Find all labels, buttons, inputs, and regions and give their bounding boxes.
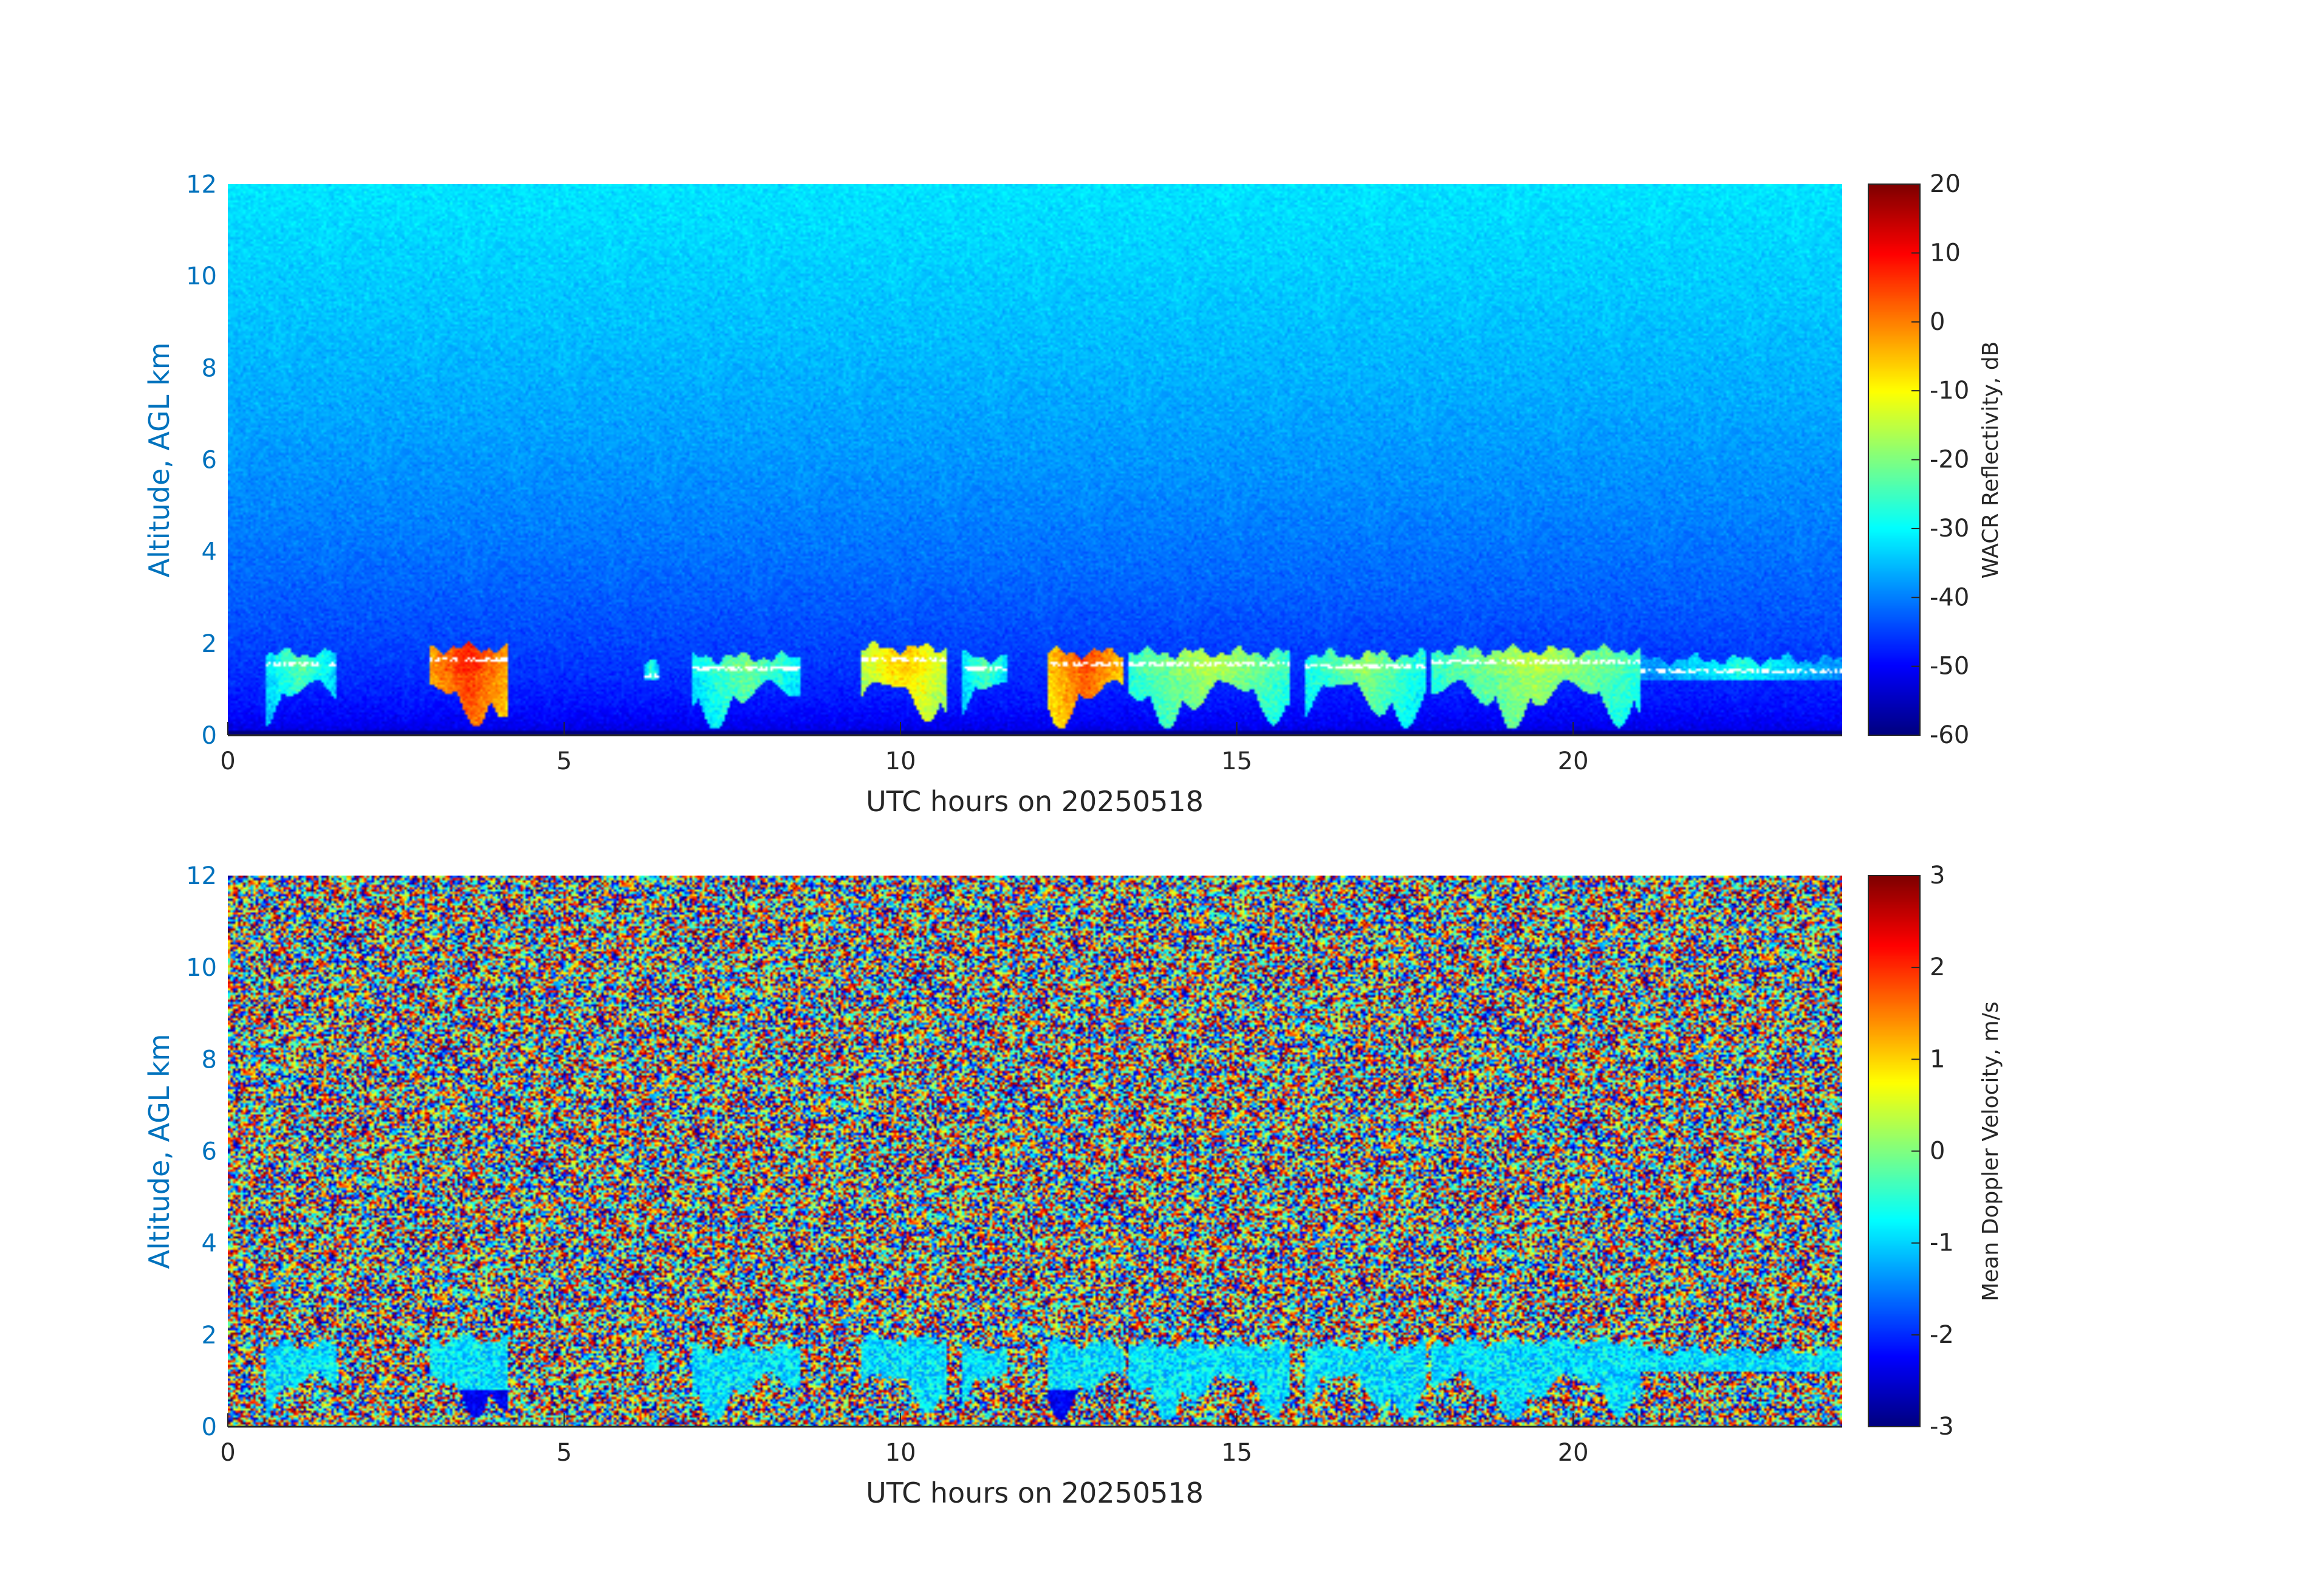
x-tick-label: 15 xyxy=(1221,747,1252,775)
colorbar-tick-label: 1 xyxy=(1930,1045,1945,1073)
x-tick-label: 10 xyxy=(885,1439,916,1467)
y-tick-label: 10 xyxy=(186,954,217,982)
x-axis-title: UTC hours on 20250518 xyxy=(866,1477,1204,1509)
colorbar-tick-label: -60 xyxy=(1930,721,1969,749)
y-tick-label: 8 xyxy=(202,1046,217,1074)
x-tick-label: 0 xyxy=(220,747,235,775)
y-axis-title: Altitude, AGL km xyxy=(143,342,176,577)
x-tick-label: 15 xyxy=(1221,1439,1252,1467)
colorbar-tick-label: -2 xyxy=(1930,1321,1954,1349)
x-tick-label: 20 xyxy=(1558,1439,1589,1467)
velocity-heatmap xyxy=(228,876,1842,1427)
y-tick-label: 12 xyxy=(186,862,217,890)
colorbar-tick-label: 2 xyxy=(1930,953,1945,981)
y-tick-label: 4 xyxy=(202,1230,217,1258)
y-tick-label: 12 xyxy=(186,171,217,199)
y-tick-label: 10 xyxy=(186,262,217,290)
x-tick-label: 0 xyxy=(220,1439,235,1467)
colorbar-tick-label: -3 xyxy=(1930,1413,1954,1441)
colorbar-ticks: 3 2 1 0 -1 -2 -3 xyxy=(1911,862,1954,1441)
reflectivity-colorbar xyxy=(1868,184,1920,735)
x-tick-label: 10 xyxy=(885,747,916,775)
y-tick-label: 2 xyxy=(202,630,217,658)
colorbar-tick-label: 20 xyxy=(1930,170,1961,198)
y-tick-label: 8 xyxy=(202,354,217,382)
x-axis-ticks: 0 5 10 15 20 xyxy=(220,1413,1589,1467)
x-tick-label: 20 xyxy=(1558,747,1589,775)
x-axis-ticks: 0 5 10 15 20 xyxy=(220,722,1589,775)
y-axis-ticks: 0 2 4 6 8 10 12 xyxy=(186,862,217,1441)
colorbar-tick-label: 0 xyxy=(1930,1137,1945,1165)
velocity-colorbar xyxy=(1868,876,1920,1427)
y-tick-label: 2 xyxy=(202,1322,217,1350)
colorbar-tick-label: -10 xyxy=(1930,377,1969,405)
y-axis-ticks: 0 2 4 6 8 10 12 xyxy=(186,171,217,750)
colorbar-tick-label: -1 xyxy=(1930,1229,1954,1257)
reflectivity-heatmap xyxy=(228,184,1842,735)
colorbar-tick-label: -30 xyxy=(1930,515,1969,543)
colorbar-tick-label: -50 xyxy=(1930,653,1969,681)
colorbar-tick-label: 0 xyxy=(1930,308,1945,336)
colorbar-ticks: 20 10 0 -10 -20 -30 -40 -50 -60 xyxy=(1911,170,1969,749)
colorbar-tick-label: 3 xyxy=(1930,862,1945,890)
x-axis-title: UTC hours on 20250518 xyxy=(866,785,1204,818)
colorbar-title: WACR Reflectivity, dB xyxy=(1978,341,2003,579)
colorbar-tick-label: -40 xyxy=(1930,583,1969,611)
colorbar-tick-label: 10 xyxy=(1930,239,1961,267)
y-tick-label: 0 xyxy=(202,722,217,750)
y-axis-title: Altitude, AGL km xyxy=(143,1034,176,1269)
y-tick-label: 6 xyxy=(202,447,217,475)
colorbar-title: Mean Doppler Velocity, m/s xyxy=(1978,1001,2003,1301)
reflectivity-panel: 0 5 10 15 20 0 2 4 6 8 10 12 UTC hours on 20250518… xyxy=(143,170,2003,818)
y-tick-label: 0 xyxy=(202,1413,217,1441)
colorbar-tick-label: -20 xyxy=(1930,446,1969,474)
y-tick-label: 6 xyxy=(202,1138,217,1166)
x-tick-label: 5 xyxy=(557,1439,572,1467)
y-tick-label: 4 xyxy=(202,538,217,566)
x-tick-label: 5 xyxy=(557,747,572,775)
